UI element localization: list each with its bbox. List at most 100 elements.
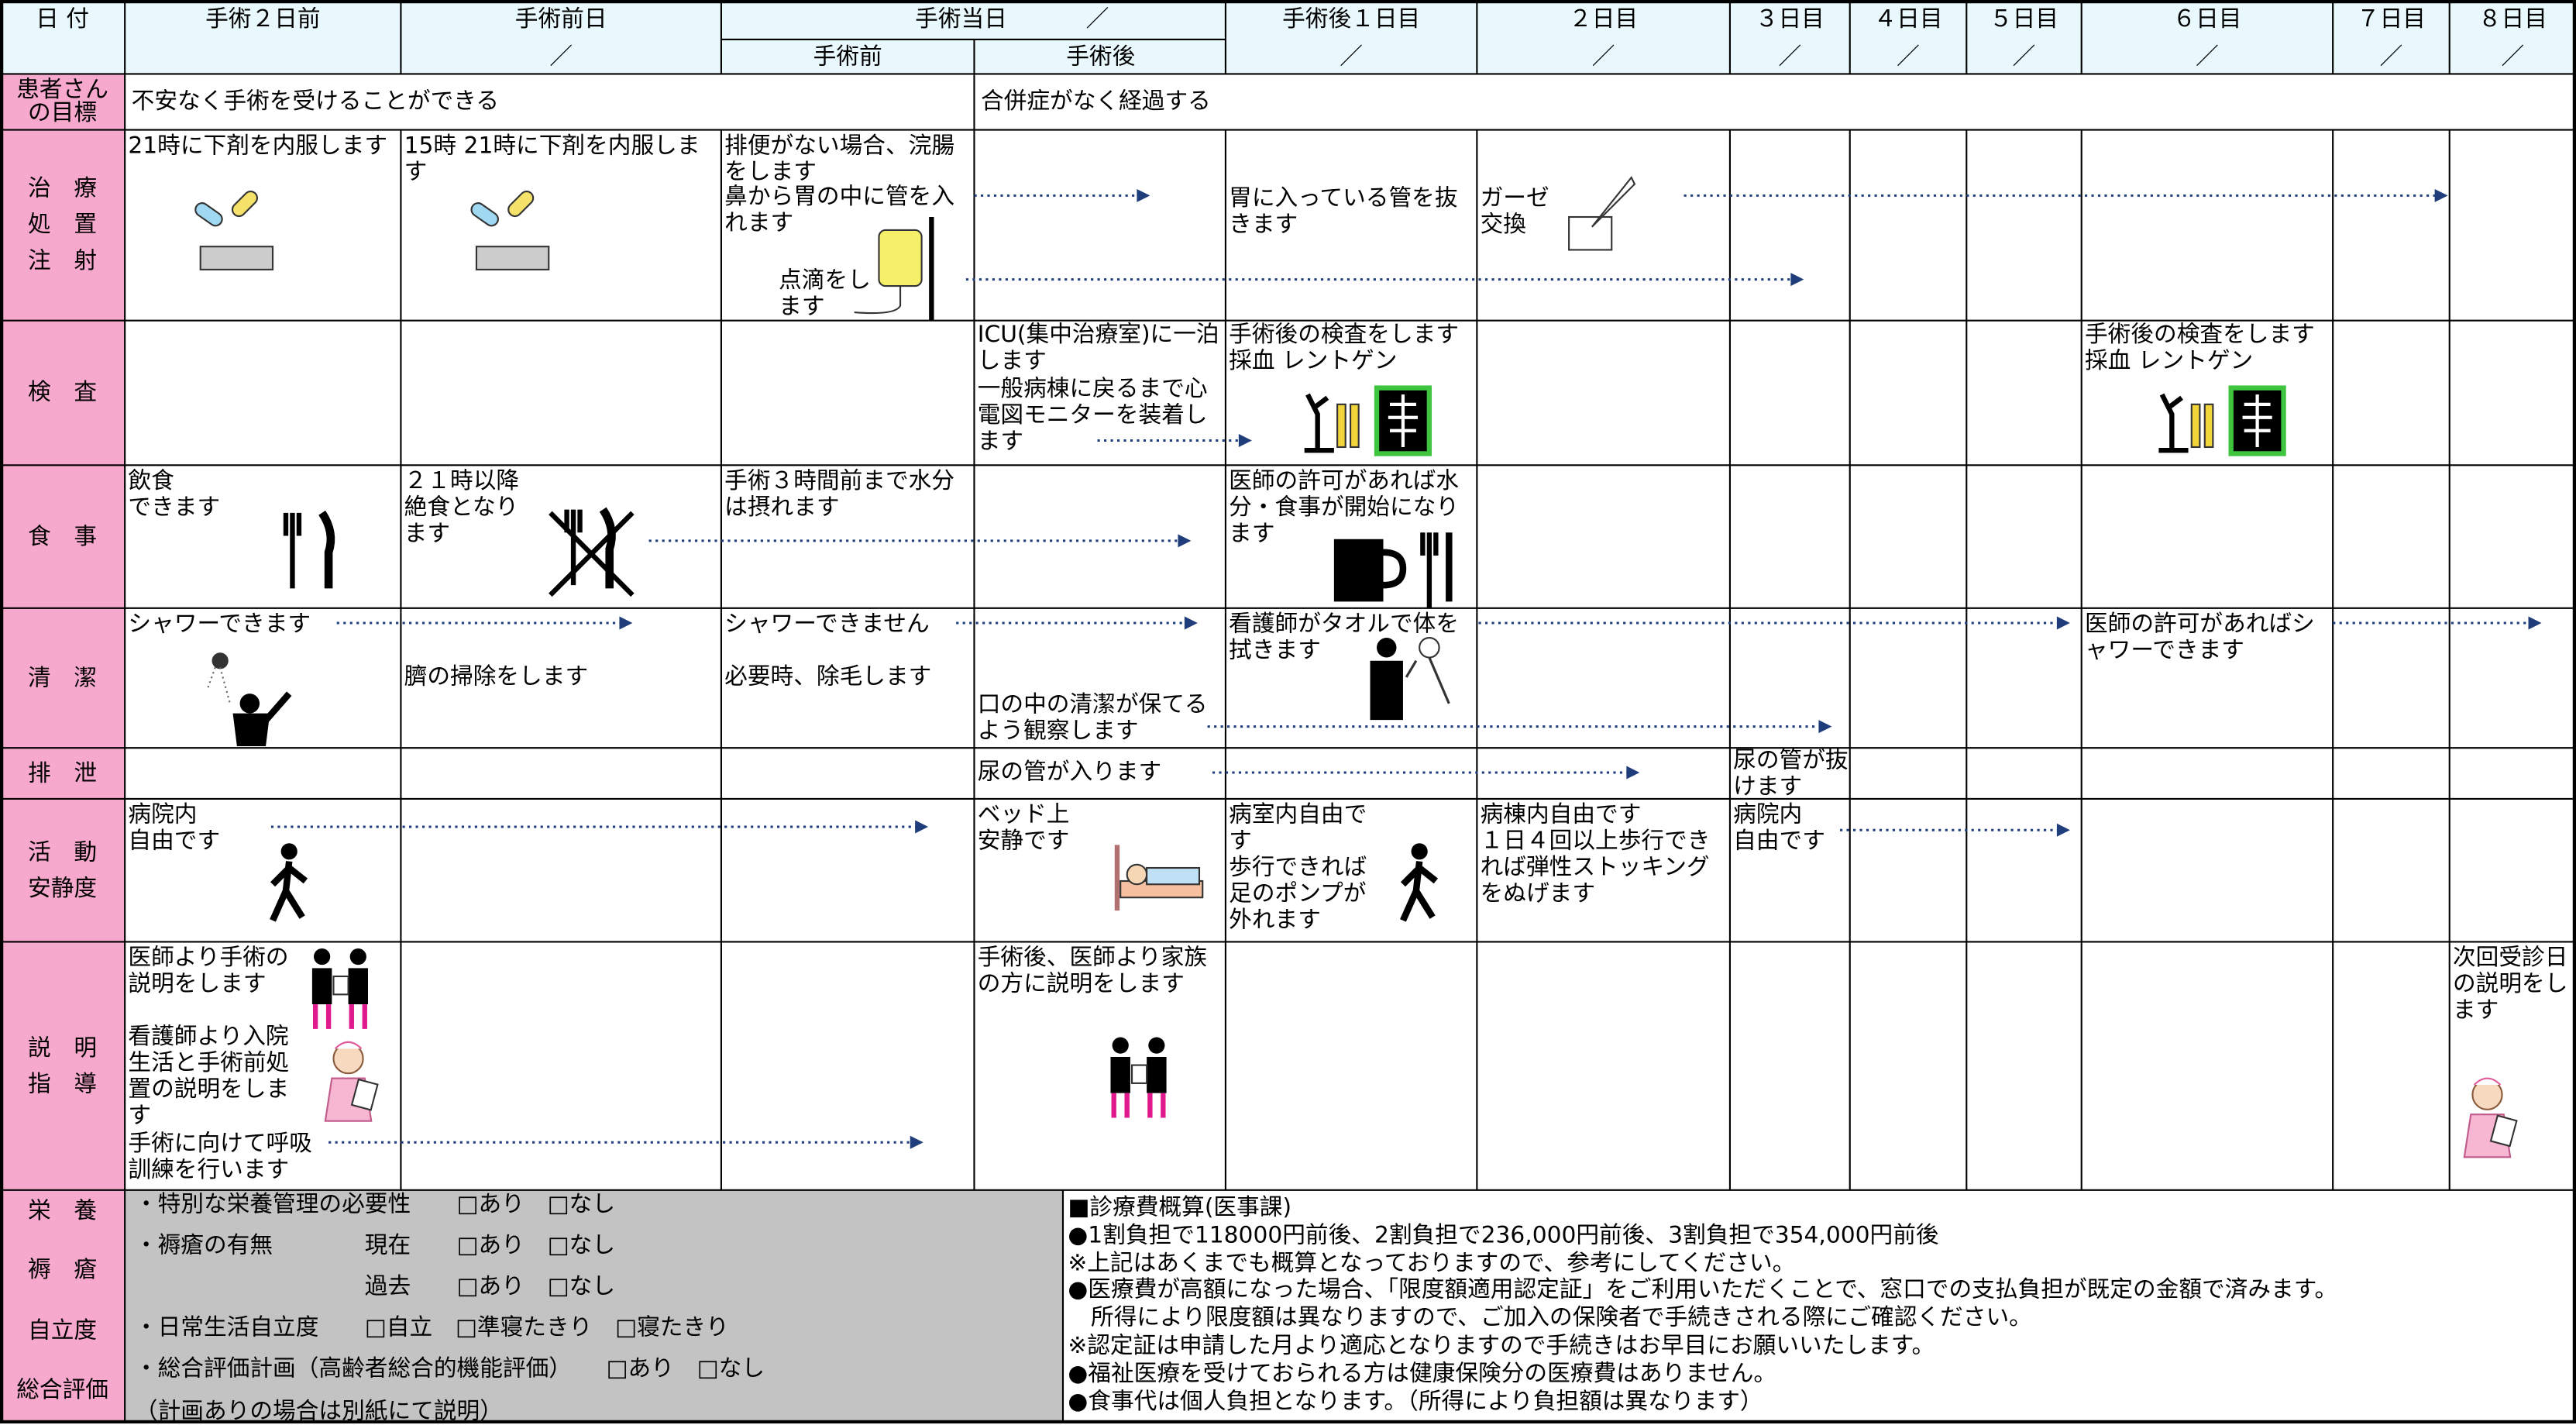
icon-part [270,861,308,922]
icon-part [1130,1064,1148,1084]
cell-text: 手術に向けて呼吸訓練を行います [128,1131,312,1184]
cell-text: 安静です [977,828,1070,855]
row-label: 説 明 [28,1034,98,1062]
cell-text: シャワーできません [724,611,930,638]
cell-text: 歩行できれば足のポンプが外れます [1229,855,1367,934]
cell-text: ２１時以降 [404,468,520,495]
exam-icon [1304,385,1432,456]
cell-text: 胃に入っている管を抜きます [1229,185,1458,239]
icon-part [1333,539,1384,602]
arrow-head [1184,616,1198,630]
icon-part [1400,861,1439,922]
icon-part [318,510,335,589]
cell-text: 口の中の清潔が保てるよう観察します [977,692,1208,745]
fee-line: ●1割負担で118000円前後、2割負担で236,000円前後、3割負担で354… [1068,1222,1939,1249]
header-column: 手術後１日目 [1282,6,1421,33]
cell-text: 手術３時間前まで水分は摂れます [724,468,955,521]
icon-part [1146,866,1201,886]
cell-text: 必要時、除毛します [724,663,932,690]
cell-text: ICU(集中治療室)に一泊します [977,322,1219,375]
cell-text: 手術後、医師より家族の方に説明をします [977,945,1208,998]
icon-part [332,975,349,996]
row-label: 食 事 [28,523,98,550]
icon-part [1388,394,1419,447]
exam-icon [2158,385,2286,456]
icon-part [1148,1037,1165,1054]
row-label: 栄 養 [28,1198,98,1225]
cell-text: 病棟内自由です [1480,802,1642,829]
cell-text: 看護師がタオルで体を拭きます [1229,611,1460,664]
nurse-icon [2463,1077,2518,1158]
cell-text: 合併症がなく経過する [980,88,1211,115]
cell-text: 21時に下剤を内服します [128,133,388,160]
header-column: ３日目 [1755,6,1825,33]
cell-text: 次回受診日の説明をします [2452,945,2568,1024]
cell-text: 尿の管が入ります [977,759,1162,786]
icon-part [312,1004,332,1029]
icon-part [2203,403,2214,449]
pill-icon [194,190,274,270]
icon-part [231,190,259,218]
fee-line: 所得により限度額は異なりますので、ご加入の保険者で手続きされる際にご確認ください… [1068,1305,2032,1332]
row-label: 総合評価 [16,1377,108,1404]
cell-text: 病院内 [128,802,198,829]
cell-text: 15時 21時に下剤を内服します [404,133,700,186]
header-slash: ／ [1897,44,1920,71]
icon-part [1405,656,1450,704]
fee-line: ※上記はあくまでも概算となっておりますので、参考にしてください。 [1068,1250,1796,1277]
icon-part [2489,1114,2518,1148]
cell-text: 手術後の検査をします 採血 レントゲン [2084,322,2315,375]
fee-line: ※認定証は申請した月より適応となりますので手続きはお早目にお願いいたします。 [1068,1333,1935,1360]
icon-part [878,229,923,287]
cell-text: １日４回以上歩行できれば弾性ストッキングをぬげます [1480,828,1711,907]
icon-part [348,968,369,1005]
assessment-line: ・特別な栄養管理の必要性 □あり □なし [134,1191,616,1218]
arrow-head [2528,616,2542,630]
icon-part [212,652,229,669]
header-column: ５日目 [1989,6,2059,33]
drink-icon [1333,532,1453,608]
row-label: 処 置 [28,212,98,239]
row-label: 注 射 [28,248,98,275]
no-eating-icon [549,507,635,597]
icon-part [475,246,550,270]
icon-part [199,246,274,270]
arrow-head [1137,188,1150,202]
arrow-head [910,1135,923,1149]
icon-part [599,507,616,589]
header-slash: ／ [2501,44,2525,71]
doctor-icon [311,948,369,1029]
header-column: 手術２日前 [205,6,321,33]
cell-text: 医師より手術の説明をします [128,945,289,998]
nurse-icon [324,1041,379,1122]
icon-part [1370,660,1403,721]
icon-part [854,286,902,315]
icon-part [311,968,332,1005]
row-label: の目標 [28,100,98,127]
cell-text: 排便がない場合、浣腸をします [724,133,955,186]
cell-text: 病院内 [1733,802,1803,829]
icon-part [507,190,535,218]
icon-part [1111,1093,1130,1118]
header-slash: ／ [2012,44,2036,71]
pill-icon [470,190,550,270]
row-label: 患者さん [16,77,108,104]
icon-part [2158,393,2189,453]
header-slash: ／ [1778,44,1802,71]
cell-text: 不安なく手術を受けることができる [131,88,500,115]
assessment-bg [125,1189,1063,1424]
row-label: 安静度 [28,875,98,902]
cell-text: 鼻から胃の中に管を入れます [724,184,955,237]
header-column: ４日目 [1873,6,1943,33]
icon-part [1147,1093,1166,1118]
cell-text: 病室内自由です [1229,802,1367,855]
doctor-icon [1110,1037,1167,1118]
icon-part [239,694,260,714]
cell-text: 臍の掃除をします [404,663,589,690]
icon-part [2190,403,2201,449]
assessment-line: 過去 □あり □なし [134,1273,616,1300]
cell-text: 自由です [1733,828,1825,855]
header-column: ６日目 [2172,6,2242,33]
